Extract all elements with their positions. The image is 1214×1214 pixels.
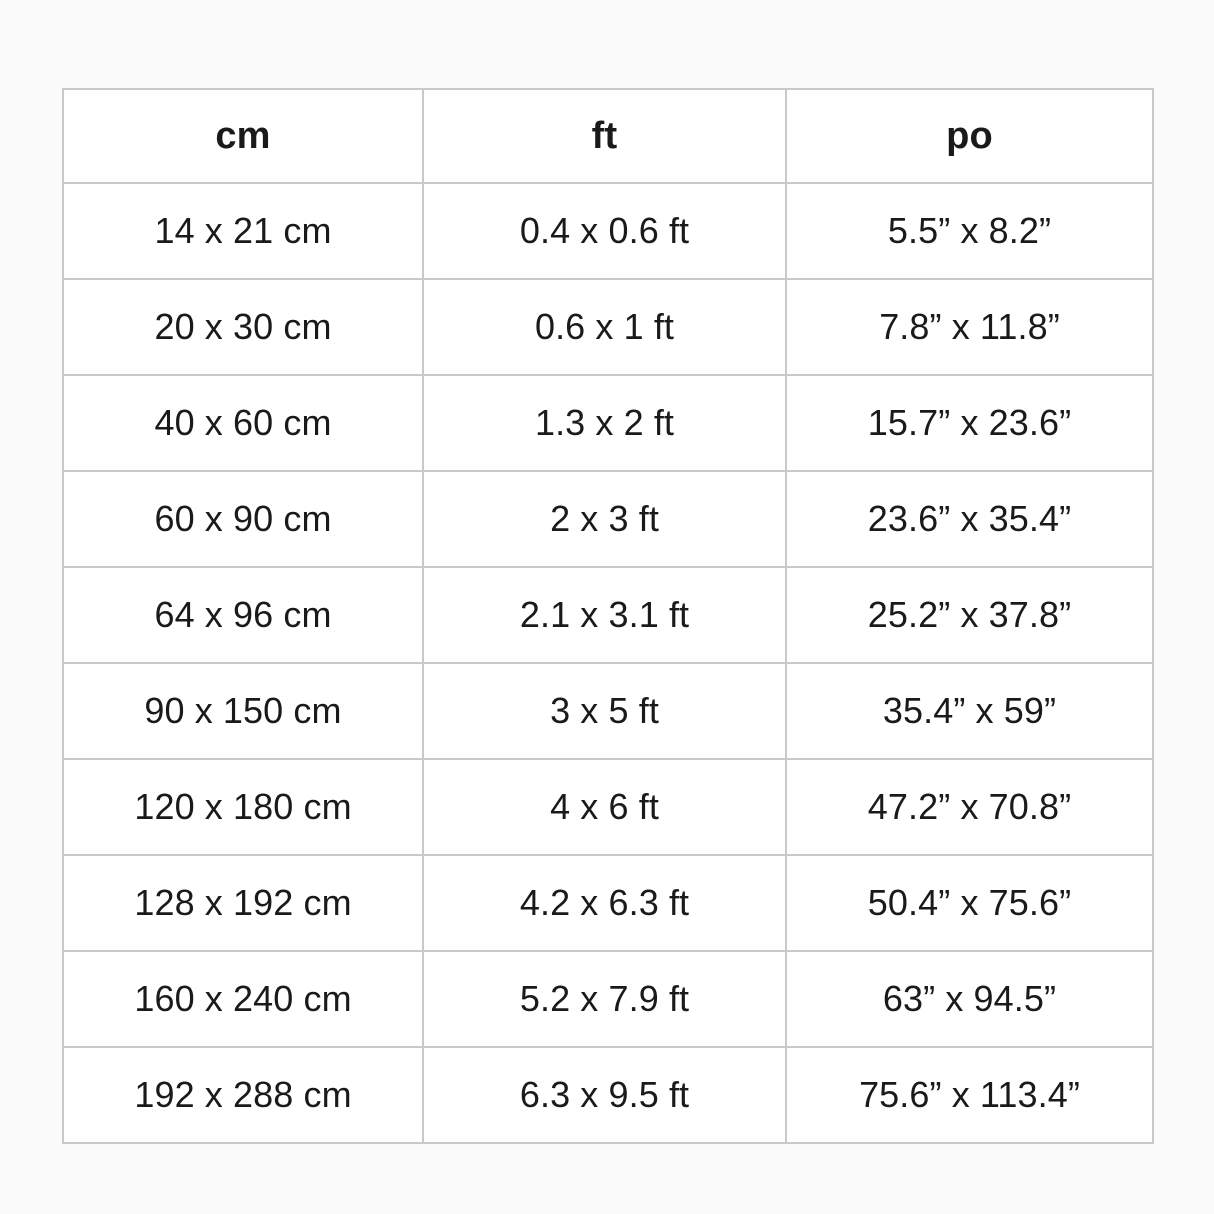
- cell-ft: 0.6 x 1 ft: [422, 278, 787, 376]
- cell-po: 5.5” x 8.2”: [785, 182, 1154, 280]
- table-header-row: cm ft po: [62, 88, 1154, 184]
- cell-po: 25.2” x 37.8”: [785, 566, 1154, 664]
- table-row: 192 x 288 cm 6.3 x 9.5 ft 75.6” x 113.4”: [62, 1046, 1154, 1144]
- cell-ft: 5.2 x 7.9 ft: [422, 950, 787, 1048]
- cell-cm: 20 x 30 cm: [62, 278, 424, 376]
- cell-po: 15.7” x 23.6”: [785, 374, 1154, 472]
- cell-po: 35.4” x 59”: [785, 662, 1154, 760]
- cell-cm: 40 x 60 cm: [62, 374, 424, 472]
- cell-ft: 4.2 x 6.3 ft: [422, 854, 787, 952]
- table-row: 60 x 90 cm 2 x 3 ft 23.6” x 35.4”: [62, 470, 1154, 568]
- table-row: 40 x 60 cm 1.3 x 2 ft 15.7” x 23.6”: [62, 374, 1154, 472]
- cell-ft: 4 x 6 ft: [422, 758, 787, 856]
- cell-ft: 1.3 x 2 ft: [422, 374, 787, 472]
- table-row: 90 x 150 cm 3 x 5 ft 35.4” x 59”: [62, 662, 1154, 760]
- column-header-po: po: [785, 88, 1154, 184]
- cell-ft: 6.3 x 9.5 ft: [422, 1046, 787, 1144]
- cell-po: 75.6” x 113.4”: [785, 1046, 1154, 1144]
- cell-ft: 2.1 x 3.1 ft: [422, 566, 787, 664]
- table-row: 160 x 240 cm 5.2 x 7.9 ft 63” x 94.5”: [62, 950, 1154, 1048]
- cell-ft: 0.4 x 0.6 ft: [422, 182, 787, 280]
- cell-ft: 3 x 5 ft: [422, 662, 787, 760]
- cell-cm: 160 x 240 cm: [62, 950, 424, 1048]
- cell-cm: 14 x 21 cm: [62, 182, 424, 280]
- cell-po: 7.8” x 11.8”: [785, 278, 1154, 376]
- table-row: 20 x 30 cm 0.6 x 1 ft 7.8” x 11.8”: [62, 278, 1154, 376]
- table-row: 120 x 180 cm 4 x 6 ft 47.2” x 70.8”: [62, 758, 1154, 856]
- table-body: 14 x 21 cm 0.4 x 0.6 ft 5.5” x 8.2” 20 x…: [62, 182, 1154, 1144]
- table-row: 14 x 21 cm 0.4 x 0.6 ft 5.5” x 8.2”: [62, 182, 1154, 280]
- table-header: cm ft po: [62, 88, 1154, 184]
- table-row: 128 x 192 cm 4.2 x 6.3 ft 50.4” x 75.6”: [62, 854, 1154, 952]
- column-header-ft: ft: [422, 88, 787, 184]
- cell-po: 50.4” x 75.6”: [785, 854, 1154, 952]
- cell-cm: 192 x 288 cm: [62, 1046, 424, 1144]
- size-conversion-table: cm ft po 14 x 21 cm 0.4 x 0.6 ft 5.5” x …: [62, 88, 1154, 1144]
- table-row: 64 x 96 cm 2.1 x 3.1 ft 25.2” x 37.8”: [62, 566, 1154, 664]
- cell-po: 63” x 94.5”: [785, 950, 1154, 1048]
- cell-po: 23.6” x 35.4”: [785, 470, 1154, 568]
- cell-cm: 128 x 192 cm: [62, 854, 424, 952]
- cell-cm: 90 x 150 cm: [62, 662, 424, 760]
- cell-cm: 64 x 96 cm: [62, 566, 424, 664]
- column-header-cm: cm: [62, 88, 424, 184]
- cell-po: 47.2” x 70.8”: [785, 758, 1154, 856]
- cell-cm: 120 x 180 cm: [62, 758, 424, 856]
- cell-ft: 2 x 3 ft: [422, 470, 787, 568]
- cell-cm: 60 x 90 cm: [62, 470, 424, 568]
